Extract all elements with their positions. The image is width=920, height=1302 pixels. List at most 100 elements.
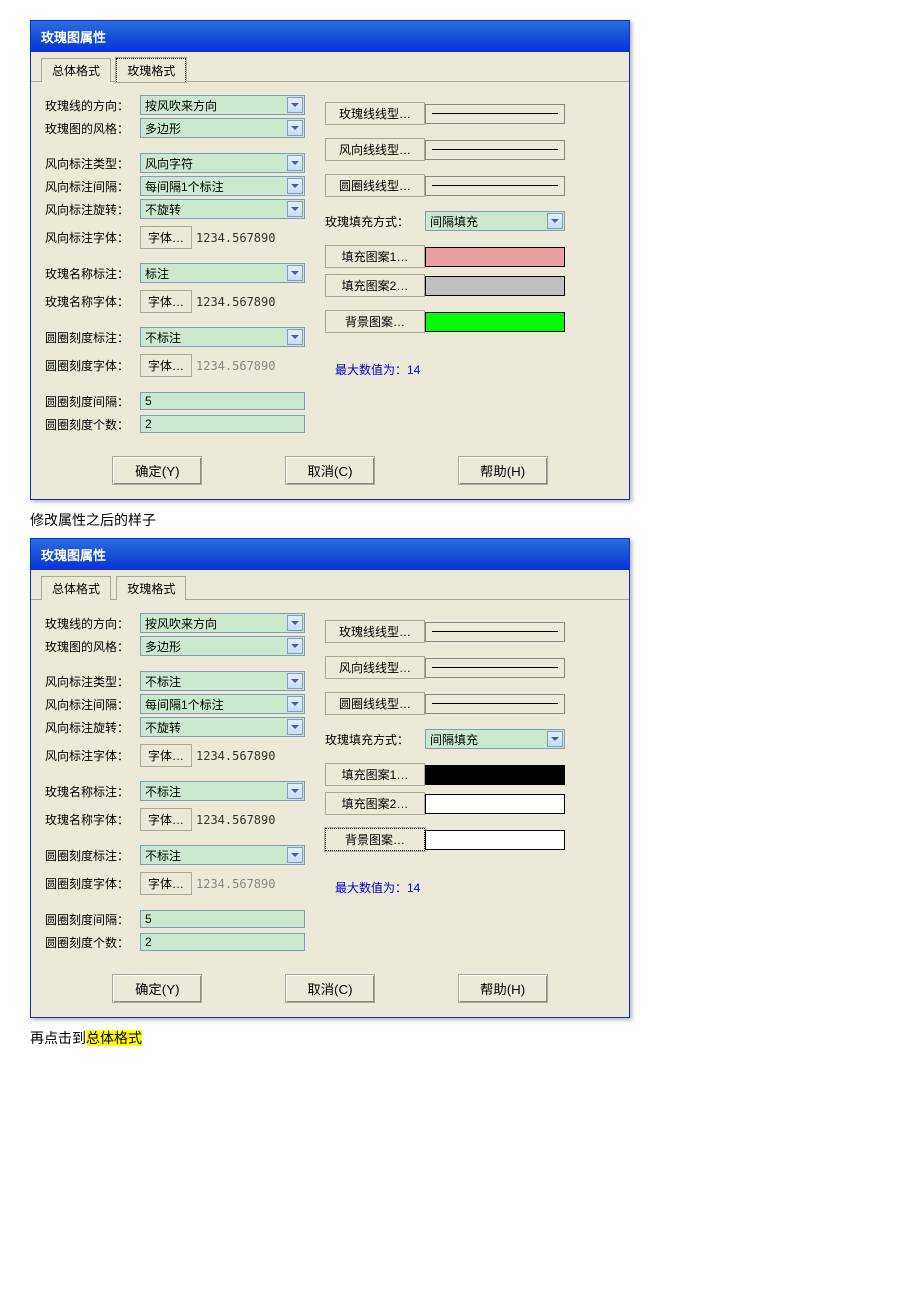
sample-dir-line	[425, 658, 565, 678]
caption-1: 修改属性之后的样子	[30, 510, 890, 530]
lbl-dir-interval: 风向标注间隔：	[45, 178, 140, 195]
chevron-down-icon[interactable]	[287, 696, 303, 712]
sel-dir-interval[interactable]: 每间隔1个标注	[140, 176, 305, 196]
sample-dir-font: 1234.567890	[192, 231, 305, 245]
chevron-down-icon[interactable]	[287, 719, 303, 735]
btn-dir-font[interactable]: 字体…	[140, 744, 192, 767]
tab-general[interactable]: 总体格式	[41, 576, 111, 600]
lbl-name-mark: 玫瑰名称标注：	[45, 265, 140, 282]
tab-rose[interactable]: 玫瑰格式	[116, 58, 186, 82]
btn-bg-fill[interactable]: 背景图案…	[325, 310, 425, 333]
chevron-down-icon[interactable]	[287, 638, 303, 654]
btn-rose-line[interactable]: 玫瑰线线型…	[325, 102, 425, 125]
lbl-circle-count: 圆圈刻度个数：	[45, 416, 140, 433]
sel-dir-type[interactable]: 不标注	[140, 671, 305, 691]
tab-rose[interactable]: 玫瑰格式	[116, 576, 186, 600]
btn-circle-line[interactable]: 圆圈线线型…	[325, 692, 425, 715]
sel-name-mark[interactable]: 不标注	[140, 781, 305, 801]
sel-dir-rotate[interactable]: 不旋转	[140, 717, 305, 737]
sample-circle-line	[425, 694, 565, 714]
sel-circle-mark[interactable]: 不标注	[140, 327, 305, 347]
btn-circle-font[interactable]: 字体…	[140, 354, 192, 377]
titlebar[interactable]: 玫瑰图属性	[31, 21, 629, 52]
chevron-down-icon[interactable]	[287, 329, 303, 345]
rose-dialog-1: 玫瑰图属性 总体格式 玫瑰格式 玫瑰线的方向：按风吹来方向 玫瑰图的风格：多边形…	[30, 20, 630, 500]
btn-rose-line[interactable]: 玫瑰线线型…	[325, 620, 425, 643]
footer-buttons: 确定(Y) 取消(C) 帮助(H)	[31, 964, 629, 1017]
lbl-name-font: 玫瑰名称字体：	[45, 293, 140, 310]
sel-fill-mode[interactable]: 间隔填充	[425, 211, 565, 231]
swatch-fill1	[425, 765, 565, 785]
inp-circle-interval[interactable]: 5	[140, 910, 305, 928]
btn-fill1[interactable]: 填充图案1…	[325, 245, 425, 268]
chevron-down-icon[interactable]	[287, 178, 303, 194]
sel-circle-mark[interactable]: 不标注	[140, 845, 305, 865]
left-column: 玫瑰线的方向：按风吹来方向 玫瑰图的风格：多边形 风向标注类型：风向字符 风向标…	[45, 94, 305, 436]
ok-button[interactable]: 确定(Y)	[112, 974, 202, 1003]
info-max: 最大数值为：14	[325, 879, 420, 896]
sel-dir-type[interactable]: 风向字符	[140, 153, 305, 173]
lbl-rose-direction: 玫瑰线的方向：	[45, 615, 140, 632]
help-button[interactable]: 帮助(H)	[458, 456, 548, 485]
inp-circle-count[interactable]: 2	[140, 933, 305, 951]
sel-dir-interval[interactable]: 每间隔1个标注	[140, 694, 305, 714]
btn-dir-line[interactable]: 风向线线型…	[325, 138, 425, 161]
chevron-down-icon[interactable]	[287, 97, 303, 113]
sample-rose-line	[425, 104, 565, 124]
btn-dir-font[interactable]: 字体…	[140, 226, 192, 249]
btn-name-font[interactable]: 字体…	[140, 290, 192, 313]
chevron-down-icon[interactable]	[547, 731, 563, 747]
btn-fill2[interactable]: 填充图案2…	[325, 274, 425, 297]
chevron-down-icon[interactable]	[287, 120, 303, 136]
btn-bg-fill[interactable]: 背景图案…	[325, 828, 425, 851]
lbl-fill-mode: 玫瑰填充方式：	[325, 213, 425, 230]
lbl-circle-count: 圆圈刻度个数：	[45, 934, 140, 951]
lbl-dir-rotate: 风向标注旋转：	[45, 201, 140, 218]
lbl-dir-font: 风向标注字体：	[45, 747, 140, 764]
sel-dir-rotate[interactable]: 不旋转	[140, 199, 305, 219]
btn-fill1[interactable]: 填充图案1…	[325, 763, 425, 786]
chevron-down-icon[interactable]	[287, 265, 303, 281]
chevron-down-icon[interactable]	[287, 673, 303, 689]
lbl-circle-font: 圆圈刻度字体：	[45, 357, 140, 374]
chevron-down-icon[interactable]	[287, 155, 303, 171]
cancel-button[interactable]: 取消(C)	[285, 974, 375, 1003]
chevron-down-icon[interactable]	[287, 783, 303, 799]
chevron-down-icon[interactable]	[287, 847, 303, 863]
right-column: 玫瑰线线型… 风向线线型… 圆圈线线型… 玫瑰填充方式：间隔填充 填充图案1… …	[325, 94, 605, 436]
lbl-rose-style: 玫瑰图的风格：	[45, 120, 140, 137]
sel-name-mark[interactable]: 标注	[140, 263, 305, 283]
sel-rose-direction[interactable]: 按风吹来方向	[140, 613, 305, 633]
cancel-button[interactable]: 取消(C)	[285, 456, 375, 485]
ok-button[interactable]: 确定(Y)	[112, 456, 202, 485]
btn-fill2[interactable]: 填充图案2…	[325, 792, 425, 815]
info-max: 最大数值为：14	[325, 361, 420, 378]
chevron-down-icon[interactable]	[547, 213, 563, 229]
inp-circle-count[interactable]: 2	[140, 415, 305, 433]
titlebar[interactable]: 玫瑰图属性	[31, 539, 629, 570]
chevron-down-icon[interactable]	[287, 201, 303, 217]
help-button[interactable]: 帮助(H)	[458, 974, 548, 1003]
tab-general[interactable]: 总体格式	[41, 58, 111, 82]
swatch-bg	[425, 312, 565, 332]
lbl-fill-mode: 玫瑰填充方式：	[325, 731, 425, 748]
lbl-circle-mark: 圆圈刻度标注：	[45, 329, 140, 346]
swatch-fill2	[425, 276, 565, 296]
btn-name-font[interactable]: 字体…	[140, 808, 192, 831]
inp-circle-interval[interactable]: 5	[140, 392, 305, 410]
lbl-circle-font: 圆圈刻度字体：	[45, 875, 140, 892]
lbl-dir-type: 风向标注类型：	[45, 155, 140, 172]
btn-dir-line[interactable]: 风向线线型…	[325, 656, 425, 679]
chevron-down-icon[interactable]	[287, 615, 303, 631]
sample-name-font: 1234.567890	[192, 295, 305, 309]
sel-fill-mode[interactable]: 间隔填充	[425, 729, 565, 749]
btn-circle-line[interactable]: 圆圈线线型…	[325, 174, 425, 197]
footer-buttons: 确定(Y) 取消(C) 帮助(H)	[31, 446, 629, 499]
sel-rose-direction[interactable]: 按风吹来方向	[140, 95, 305, 115]
lbl-rose-direction: 玫瑰线的方向：	[45, 97, 140, 114]
lbl-circle-interval: 圆圈刻度间隔：	[45, 393, 140, 410]
sel-rose-style[interactable]: 多边形	[140, 118, 305, 138]
sel-rose-style[interactable]: 多边形	[140, 636, 305, 656]
swatch-bg	[425, 830, 565, 850]
btn-circle-font[interactable]: 字体…	[140, 872, 192, 895]
